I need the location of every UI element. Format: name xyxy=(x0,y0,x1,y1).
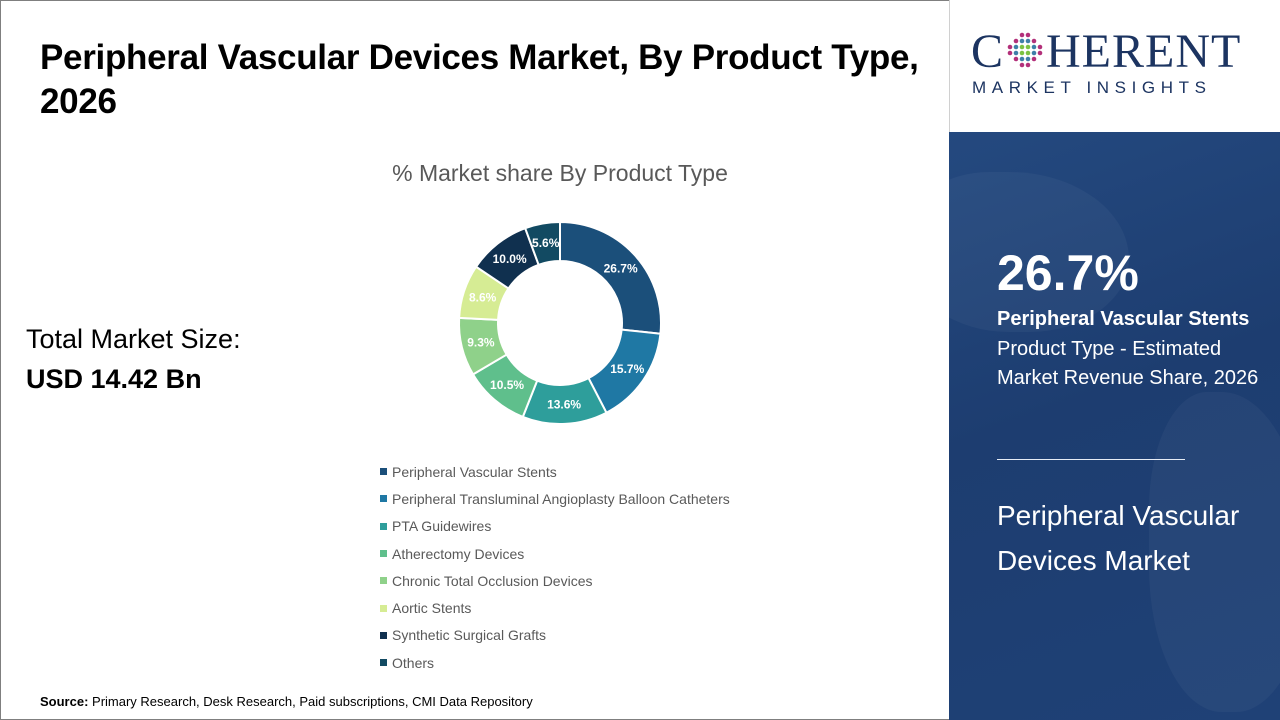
legend-swatch xyxy=(380,577,387,585)
donut-chart: 26.7% 15.7% 13.6% 10.5% 9.3% 8.6% 10.0% 5.6% xyxy=(440,203,680,443)
legend-swatch xyxy=(380,659,387,667)
source-label: Source: xyxy=(40,694,89,709)
logo-letters-herent: HERENT xyxy=(1046,25,1242,78)
chart-subtitle: % Market share By Product Type xyxy=(392,160,728,186)
logo-wordmark: C HERENT xyxy=(971,28,1241,76)
legend-item: Atherectomy Devices xyxy=(380,540,730,567)
chart-legend: Peripheral Vascular Stents Peripheral Tra… xyxy=(380,458,730,676)
source-note: Source: Primary Research, Desk Research,… xyxy=(40,694,533,709)
globe-dots-icon xyxy=(1007,32,1043,68)
page-title: Peripheral Vascular Devices Market, By P… xyxy=(40,38,919,121)
highlight-description: Product Type - Estimated Market Revenue … xyxy=(997,338,1259,389)
data-label: 5.6% xyxy=(532,236,560,250)
source-text: Primary Research, Desk Research, Paid su… xyxy=(88,694,533,709)
highlight-percent: 26.7% xyxy=(997,245,1139,301)
logo-tagline: MARKET INSIGHTS xyxy=(972,78,1212,97)
data-label: 15.7% xyxy=(610,362,644,376)
legend-label: Atherectomy Devices xyxy=(392,545,525,562)
donut-chart-svg: 26.7% 15.7% 13.6% 10.5% 9.3% 8.6% 10.0% 5.6% xyxy=(458,220,662,425)
legend-swatch xyxy=(380,550,387,558)
legend-label: Others xyxy=(392,654,435,671)
legend-item: Aortic Stents xyxy=(380,594,730,621)
data-label: 9.3% xyxy=(467,336,495,350)
right-panel: C HERENT MARKET INSIGHTS 26.7% Periphera… xyxy=(949,0,1280,720)
legend-label: Chronic Total Occlusion Devices xyxy=(392,572,593,589)
legend-label: Aortic Stents xyxy=(392,600,472,617)
legend-swatch xyxy=(380,522,387,530)
divider xyxy=(997,459,1185,460)
data-label: 10.0% xyxy=(493,252,527,266)
donut-segment xyxy=(559,220,662,335)
donut-segment xyxy=(523,220,561,267)
total-market-label: Total Market Size: xyxy=(26,324,241,354)
legend-label: Peripheral Transluminal Angioplasty Ball… xyxy=(392,490,730,507)
legend-label: PTA Guidewires xyxy=(392,518,492,535)
legend-item: Peripheral Vascular Stents xyxy=(380,458,730,485)
legend-swatch xyxy=(380,631,387,639)
legend-label: Synthetic Surgical Grafts xyxy=(392,627,547,644)
legend-item: Peripheral Transluminal Angioplasty Ball… xyxy=(380,485,730,512)
total-market-value: USD 14.42 Bn xyxy=(26,364,202,394)
legend-item: Synthetic Surgical Grafts xyxy=(380,622,730,649)
map-background-shape xyxy=(1149,392,1280,712)
highlight-panel: 26.7% Peripheral Vascular Stents Product… xyxy=(949,132,1280,720)
legend-swatch xyxy=(380,495,387,503)
market-name: Peripheral Vascular Devices Market xyxy=(997,500,1240,576)
data-label: 10.5% xyxy=(490,378,524,392)
company-logo: C HERENT MARKET INSIGHTS xyxy=(949,0,1280,132)
logo-letter-c: C xyxy=(971,25,1005,78)
legend-item: Others xyxy=(380,649,730,676)
legend-swatch xyxy=(380,468,387,476)
data-label: 8.6% xyxy=(469,290,497,304)
legend-item: PTA Guidewires xyxy=(380,513,730,540)
data-label: 26.7% xyxy=(604,262,638,276)
legend-item: Chronic Total Occlusion Devices xyxy=(380,567,730,594)
data-label: 13.6% xyxy=(547,397,581,411)
highlight-segment: Peripheral Vascular Stents xyxy=(997,308,1250,330)
legend-label: Peripheral Vascular Stents xyxy=(392,463,557,480)
legend-swatch xyxy=(380,604,387,612)
